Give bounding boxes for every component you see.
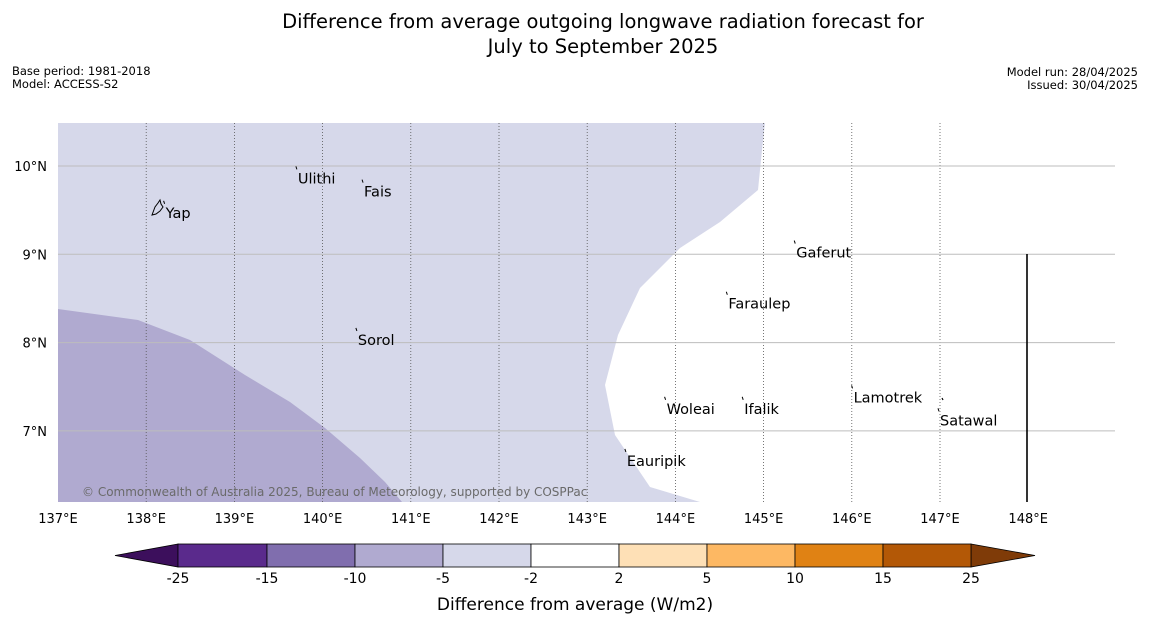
meta-right: Model run: 28/04/2025 Issued: 30/04/2025 — [1007, 66, 1138, 92]
place-sorol: Sorol — [355, 327, 395, 349]
y-tick-label: 7°N — [23, 425, 48, 440]
x-tick-label: 140°E — [303, 512, 343, 527]
island-mark — [793, 240, 796, 244]
y-axis-ticks: 10°N 9°N 8°N 7°N — [14, 160, 47, 440]
x-tick-label: 148°E — [1008, 512, 1048, 527]
place-label: Woleai — [667, 402, 715, 418]
place-faraulep: Faraulep — [725, 291, 790, 313]
island-mark — [851, 385, 854, 389]
place-labels: Yap Ulithi Fais Gaferut Faraulep Sorol Lamotre… — [163, 166, 997, 470]
y-tick-label: 9°N — [23, 248, 48, 263]
colorbar-segment — [266, 543, 356, 568]
island-mark — [163, 200, 166, 204]
y-tick-label: 8°N — [23, 337, 48, 352]
island-mark — [361, 179, 364, 183]
place-label: Yap — [165, 206, 191, 222]
model-run: Model run: 28/04/2025 — [1006, 65, 1138, 79]
place-label: Satawal — [940, 413, 997, 429]
place-gaferut: Gaferut — [793, 240, 852, 262]
coastlines — [151, 198, 1028, 502]
islet-mark — [941, 397, 944, 401]
place-yap: Yap — [163, 200, 191, 222]
x-tick-label: 146°E — [832, 512, 872, 527]
title-line-1: Difference from average outgoing longwav… — [282, 10, 924, 33]
place-label: Sorol — [358, 333, 395, 349]
x-tick-label: 137°E — [38, 512, 78, 527]
colorbar-tick-label: -5 — [436, 571, 450, 587]
x-axis-ticks: 137°E 138°E 139°E 140°E 141°E 142°E 143°E 144°E… — [38, 512, 1048, 527]
colorbar-segment — [177, 543, 268, 568]
x-tick-label: 143°E — [567, 512, 607, 527]
colorbar: -25 -15 -10 -5 -2 2 5 10 15 25 — [114, 543, 1036, 587]
place-label: Gaferut — [796, 246, 851, 262]
x-tick-label: 141°E — [391, 512, 431, 527]
map-area: Yap Ulithi Fais Gaferut Faraulep Sorol Lamotre… — [58, 123, 1115, 502]
place-eauripik: Eauripik — [624, 448, 686, 470]
colorbar-tick-label: -2 — [524, 571, 538, 587]
x-tick-label: 144°E — [656, 512, 696, 527]
place-lamotrek: Lamotrek — [851, 385, 923, 406]
colorbar-tick-label: 2 — [615, 571, 624, 587]
graticule — [58, 123, 1115, 502]
x-tick-label: 139°E — [215, 512, 255, 527]
colorbar-tick-label: 10 — [786, 571, 804, 587]
chart-title: Difference from average outgoing longwav… — [0, 9, 1150, 59]
island-mark — [725, 291, 728, 295]
place-ulithi: Ulithi — [295, 166, 336, 187]
colorbar-tick-label: 15 — [874, 571, 892, 587]
place-woleai: Woleai — [664, 396, 715, 418]
yap-island-shape — [151, 198, 164, 216]
y-tick-label: 10°N — [14, 160, 47, 175]
base-period: Base period: 1981-2018 — [12, 64, 151, 78]
island-mark — [624, 448, 627, 453]
island-mark — [295, 166, 298, 170]
place-label: Eauripik — [627, 454, 686, 470]
colorbar-tick-label: -10 — [344, 571, 367, 587]
model-name: Model: ACCESS-S2 — [12, 77, 119, 91]
x-tick-label: 145°E — [744, 512, 784, 527]
island-mark — [937, 408, 940, 412]
band-minus10-minus5 — [58, 309, 402, 502]
place-label: Fais — [364, 185, 391, 201]
place-satawal: Satawal — [937, 408, 997, 429]
colorbar-segment — [530, 543, 620, 568]
colorbar-segment — [882, 543, 972, 568]
x-tick-label: 138°E — [126, 512, 166, 527]
place-label: Faraulep — [728, 297, 790, 313]
title-line-2: July to September 2025 — [487, 35, 719, 58]
colorbar-segment — [442, 543, 532, 568]
island-mark — [664, 396, 667, 400]
map-credit: © Commonwealth of Australia 2025, Bureau… — [82, 485, 587, 499]
colorbar-title: Difference from average (W/m2) — [437, 595, 713, 615]
colorbar-tick-label: -25 — [167, 571, 190, 587]
colorbar-tick-label: 5 — [703, 571, 712, 587]
island-mark — [741, 396, 744, 400]
place-label: Ifalik — [744, 402, 779, 418]
island-mark — [355, 327, 358, 332]
issued-date: Issued: 30/04/2025 — [1027, 78, 1138, 92]
colorbar-tick-label: -15 — [256, 571, 279, 587]
colorbar-tick-label: 25 — [962, 571, 980, 587]
place-label: Ulithi — [298, 171, 336, 187]
meta-left: Base period: 1981-2018 Model: ACCESS-S2 — [12, 65, 151, 91]
place-ifalik: Ifalik — [741, 396, 780, 418]
colorbar-segment — [706, 543, 796, 568]
place-fais: Fais — [361, 179, 392, 201]
colorbar-extend-high — [970, 543, 1036, 568]
colorbar-segment — [794, 543, 884, 568]
colorbar-segment — [354, 543, 444, 568]
x-tick-label: 142°E — [479, 512, 519, 527]
x-tick-label: 147°E — [920, 512, 960, 527]
colorbar-extend-low — [114, 543, 179, 568]
place-label: Lamotrek — [854, 390, 923, 406]
colorbar-segment — [618, 543, 708, 568]
